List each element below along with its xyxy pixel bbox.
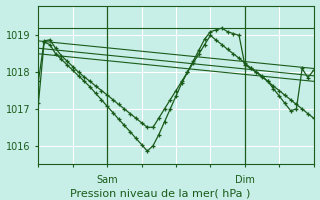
- Text: Dim: Dim: [235, 175, 255, 185]
- Text: Pression niveau de la mer( hPa ): Pression niveau de la mer( hPa ): [70, 188, 250, 198]
- Text: Sam: Sam: [96, 175, 118, 185]
